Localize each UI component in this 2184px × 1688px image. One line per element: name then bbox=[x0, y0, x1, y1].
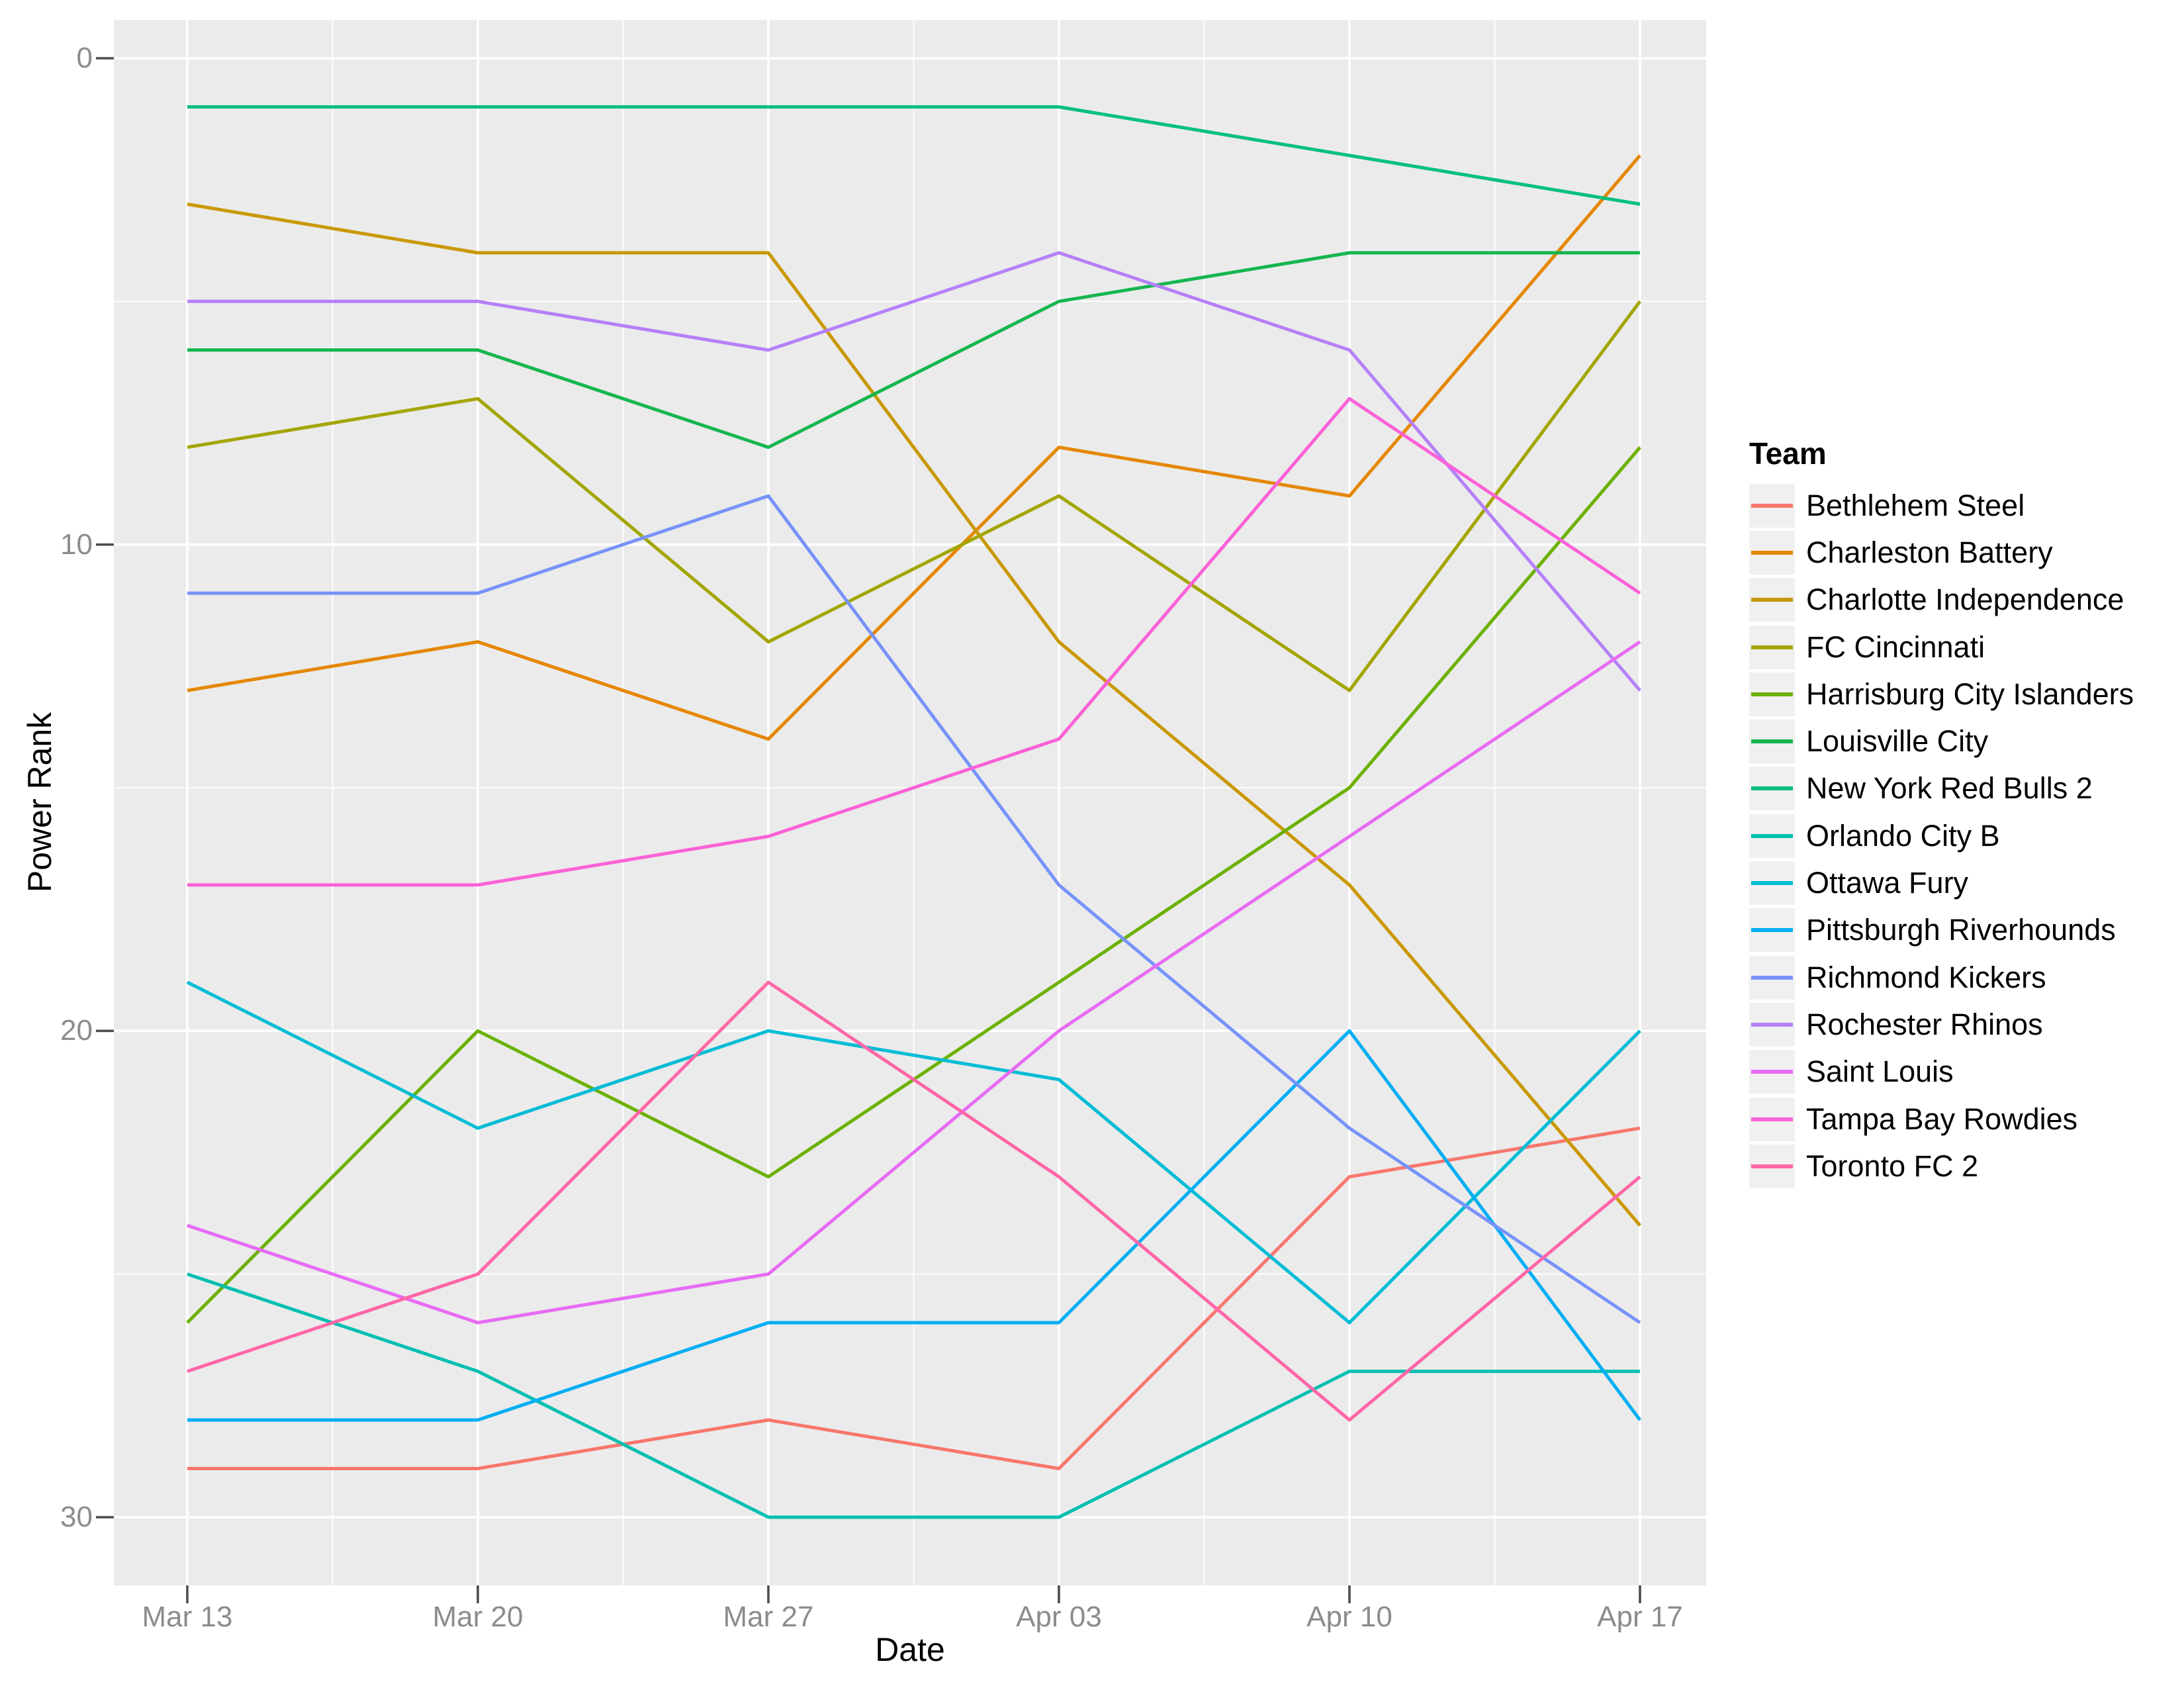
legend: Team Bethlehem Steel Charleston Battery Ch… bbox=[1749, 436, 2134, 1190]
y-tick-label: 0 bbox=[76, 42, 93, 74]
legend-key-swatch bbox=[1749, 861, 1795, 906]
x-tick-label: Mar 27 bbox=[723, 1601, 814, 1633]
legend-key-line-icon bbox=[1751, 1117, 1793, 1121]
legend-key-swatch bbox=[1749, 814, 1795, 858]
legend-key-line-icon bbox=[1751, 1022, 1793, 1027]
series-line-toronto-fc-2 bbox=[187, 980, 1641, 1422]
series-line-fc-cincinnati bbox=[187, 300, 1642, 692]
legend-item-label: Richmond Kickers bbox=[1806, 960, 2046, 994]
legend-item-label: Saint Louis bbox=[1806, 1055, 1954, 1089]
legend-key-line-icon bbox=[1751, 692, 1793, 696]
series-line-richmond-kickers bbox=[187, 494, 1641, 1325]
y-tick-label: 30 bbox=[60, 1501, 93, 1533]
plot-panel bbox=[114, 20, 1706, 1585]
x-tick-label: Mar 20 bbox=[432, 1601, 523, 1633]
series-line-rochester-rhinos bbox=[187, 251, 1641, 692]
y-tick-label: 10 bbox=[60, 528, 93, 561]
series-line-tampa-bay-rowdies bbox=[187, 397, 1641, 887]
legend-item-louisville-city: Louisville City bbox=[1749, 718, 2134, 765]
legend-key-swatch bbox=[1749, 767, 1795, 811]
legend-item-pittsburgh-riverhounds: Pittsburgh Riverhounds bbox=[1749, 907, 2134, 954]
legend-item-label: Tampa Bay Rowdies bbox=[1806, 1102, 2078, 1136]
x-tick-label: Apr 17 bbox=[1597, 1601, 1683, 1633]
legend-item-label: New York Red Bulls 2 bbox=[1806, 771, 2093, 806]
legend-item-ottawa-fury: Ottawa Fury bbox=[1749, 859, 2134, 906]
legend-item-label: Orlando City B bbox=[1806, 818, 2000, 853]
legend-key-line-icon bbox=[1751, 975, 1793, 980]
legend-key-swatch bbox=[1749, 483, 1795, 528]
series-line-charlotte-independence bbox=[187, 202, 1641, 1227]
y-axis-tick-labels: 0 10 20 30 bbox=[0, 0, 93, 1688]
legend-item-label: Charleston Battery bbox=[1806, 535, 2053, 569]
legend-key-swatch bbox=[1749, 908, 1795, 953]
legend-key-swatch bbox=[1749, 1144, 1795, 1188]
legend-key-line-icon bbox=[1751, 503, 1793, 508]
x-axis-title: Date bbox=[875, 1631, 945, 1668]
series-line-louisville-city bbox=[187, 251, 1640, 449]
x-tick-label: Apr 10 bbox=[1306, 1601, 1392, 1633]
legend-key-line-icon bbox=[1751, 881, 1793, 886]
legend-item-orlando-city-b: Orlando City B bbox=[1749, 812, 2134, 859]
legend-key-line-icon bbox=[1751, 786, 1793, 791]
x-tick-label: Apr 03 bbox=[1016, 1601, 1102, 1633]
legend-key-swatch bbox=[1749, 530, 1795, 575]
legend-item-toronto-fc-2: Toronto FC 2 bbox=[1749, 1143, 2134, 1190]
series-line-orlando-city-b bbox=[187, 1272, 1640, 1519]
legend-key-swatch bbox=[1749, 1097, 1795, 1141]
legend-key-line-icon bbox=[1751, 645, 1793, 649]
legend-key-line-icon bbox=[1751, 1070, 1793, 1074]
series-line-ottawa-fury bbox=[186, 980, 1641, 1325]
legend-item-rochester-rhinos: Rochester Rhinos bbox=[1749, 1001, 2134, 1048]
legend-key-swatch bbox=[1749, 720, 1795, 764]
legend-key-swatch bbox=[1749, 672, 1795, 716]
y-axis-title: Power Rank bbox=[21, 712, 58, 893]
legend-items: Bethlehem Steel Charleston Battery Charlot… bbox=[1749, 482, 2134, 1190]
legend-key-swatch bbox=[1749, 625, 1795, 669]
legend-item-label: Bethlehem Steel bbox=[1806, 488, 2025, 522]
legend-item-bethlehem-steel: Bethlehem Steel bbox=[1749, 482, 2134, 529]
legend-key-line-icon bbox=[1751, 550, 1793, 555]
legend-item-label: Louisville City bbox=[1806, 724, 1989, 759]
legend-item-label: Charlotte Independence bbox=[1806, 583, 2124, 617]
legend-item-fc-cincinnati: FC Cincinnati bbox=[1749, 624, 2134, 671]
series-line-charleston-battery bbox=[187, 154, 1641, 741]
series-line-new-york-red-bulls-2 bbox=[187, 105, 1641, 206]
series-line-pittsburgh-riverhounds bbox=[187, 1029, 1642, 1422]
legend-item-saint-louis: Saint Louis bbox=[1749, 1049, 2134, 1096]
legend-item-label: Ottawa Fury bbox=[1806, 866, 1969, 900]
legend-item-richmond-kickers: Richmond Kickers bbox=[1749, 954, 2134, 1001]
legend-item-label: Toronto FC 2 bbox=[1806, 1149, 1979, 1183]
legend-item-tampa-bay-rowdies: Tampa Bay Rowdies bbox=[1749, 1096, 2134, 1143]
legend-item-new-york-red-bulls-2: New York Red Bulls 2 bbox=[1749, 765, 2134, 812]
x-tick-label: Mar 13 bbox=[142, 1601, 233, 1633]
legend-item-charlotte-independence: Charlotte Independence bbox=[1749, 577, 2134, 624]
legend-item-label: Pittsburgh Riverhounds bbox=[1806, 913, 2116, 947]
legend-item-label: Harrisburg City Islanders bbox=[1806, 677, 2134, 711]
legend-key-swatch bbox=[1749, 578, 1795, 622]
legend-key-line-icon bbox=[1751, 739, 1793, 744]
legend-item-label: Rochester Rhinos bbox=[1806, 1007, 2043, 1041]
legend-key-line-icon bbox=[1751, 1164, 1793, 1168]
legend-item-label: FC Cincinnati bbox=[1806, 630, 1985, 664]
legend-title: Team bbox=[1749, 436, 1827, 471]
legend-key-line-icon bbox=[1751, 833, 1793, 838]
legend-key-swatch bbox=[1749, 955, 1795, 1000]
legend-key-swatch bbox=[1749, 1050, 1795, 1094]
legend-key-line-icon bbox=[1751, 928, 1793, 933]
series-line-saint-louis bbox=[187, 640, 1641, 1325]
y-tick-label: 20 bbox=[60, 1014, 93, 1047]
series-line-bethlehem-steel bbox=[187, 1126, 1641, 1470]
legend-item-harrisburg-city-islanders: Harrisburg City Islanders bbox=[1749, 671, 2134, 718]
legend-key-swatch bbox=[1749, 1002, 1795, 1047]
legend-item-charleston-battery: Charleston Battery bbox=[1749, 529, 2134, 576]
legend-key-line-icon bbox=[1751, 598, 1793, 602]
